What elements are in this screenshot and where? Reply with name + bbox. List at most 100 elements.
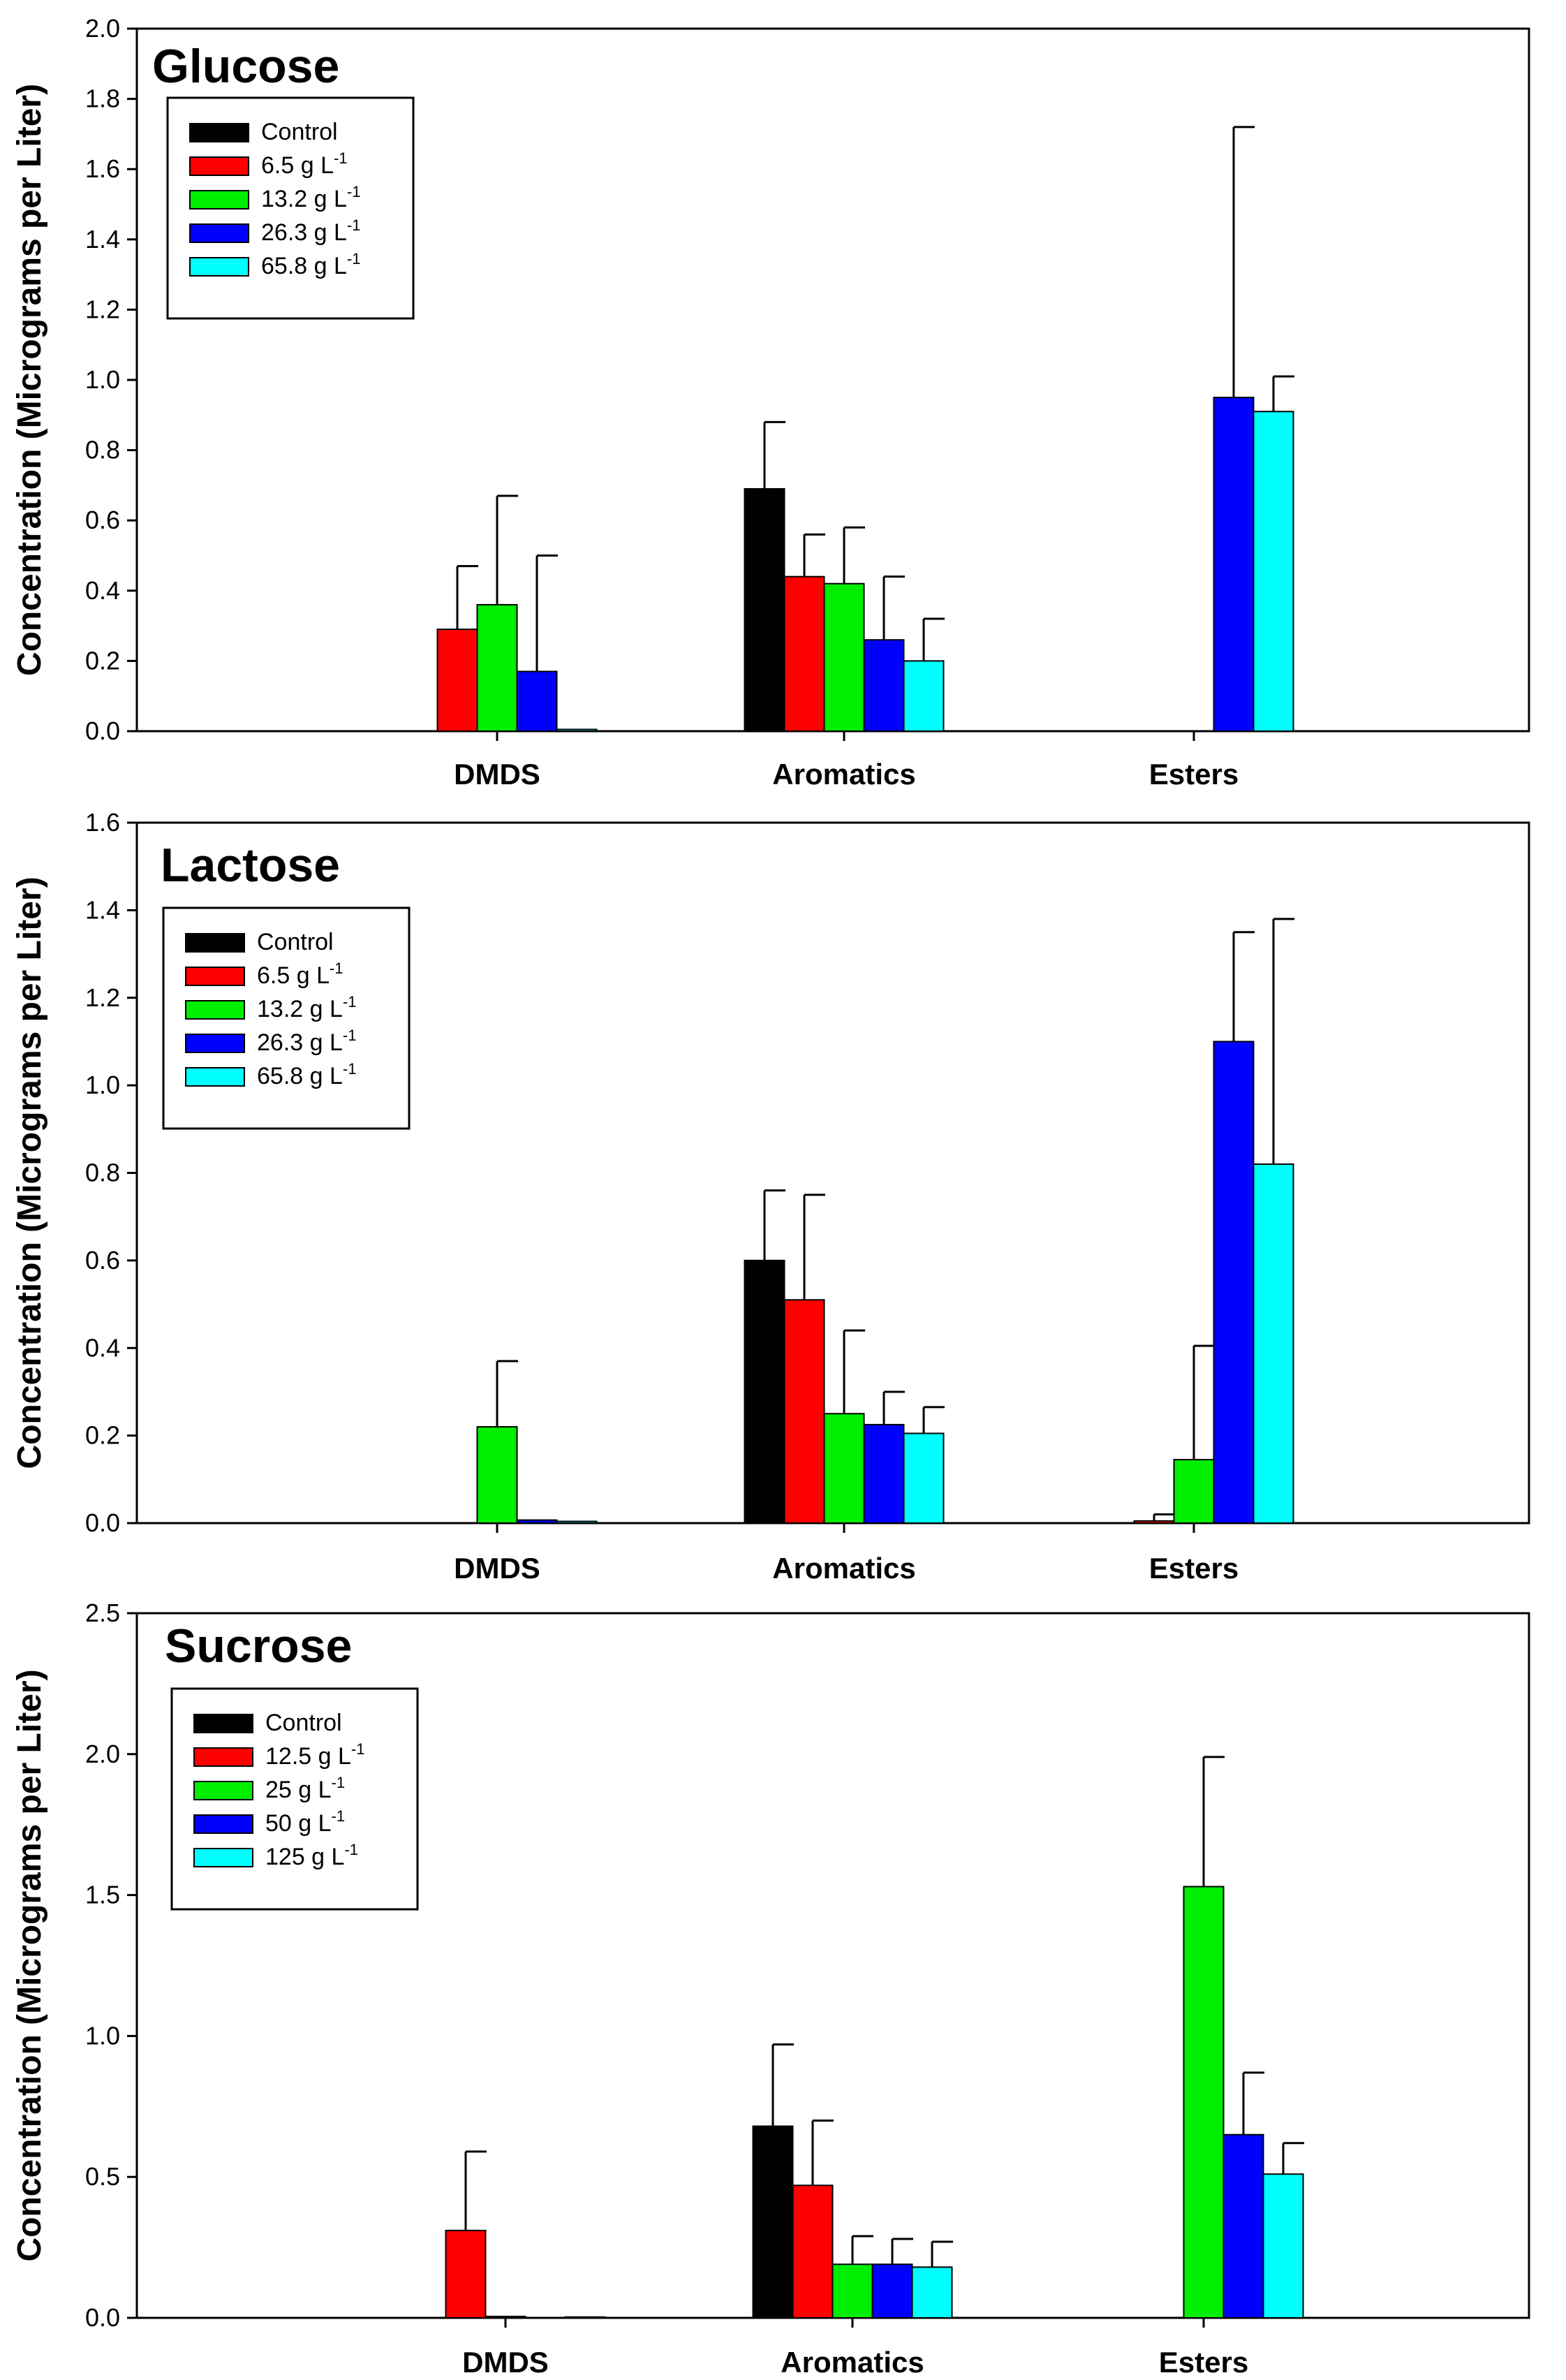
y-tick-label: 0.8	[85, 436, 120, 464]
bar-sucrose-esters-s4	[1262, 2173, 1304, 2319]
y-tick-label: 1.4	[85, 895, 120, 924]
x-tick-label-dmds: DMDS	[454, 758, 540, 791]
legend-swatch	[189, 156, 249, 176]
legend-swatch	[189, 190, 249, 210]
bar-lactose-aromatics-s2	[823, 1413, 865, 1524]
legend-swatch	[185, 1000, 245, 1020]
x-tick-label-aromatics: Aromatics	[781, 2346, 924, 2379]
legend-swatch	[185, 1034, 245, 1053]
bar-sucrose-dmds-s1	[445, 2229, 487, 2319]
legend-entry: 6.5 g L-1	[257, 960, 344, 989]
y-tick-label: 1.2	[85, 983, 120, 1012]
bar-glucose-esters-s3	[1213, 397, 1255, 733]
bar-sucrose-dmds-s2	[485, 2315, 526, 2319]
legend: Control 6.5 g L-1 13.2 g L-1 26.3 g L-1 65.8…	[166, 96, 415, 320]
bar-glucose-aromatics-s4	[903, 660, 945, 733]
bar-lactose-esters-s4	[1253, 1163, 1294, 1524]
legend-entry: 65.8 g L-1	[261, 250, 360, 279]
bar-lactose-aromatics-s1	[783, 1299, 825, 1524]
x-tick-label-esters: Esters	[1159, 2346, 1248, 2379]
y-tick-label: 1.5	[85, 1881, 120, 1909]
bar-glucose-aromatics-s3	[863, 639, 905, 732]
bar-sucrose-aromatics-s2	[832, 2263, 873, 2319]
legend-swatch	[189, 123, 249, 142]
x-tick-label-esters: Esters	[1149, 1552, 1239, 1585]
y-tick-label: 0.8	[85, 1159, 120, 1187]
legend-entry: Control	[265, 1710, 342, 1736]
y-tick-label: 1.0	[85, 1071, 120, 1099]
legend-entry: 13.2 g L-1	[257, 993, 356, 1022]
y-tick-label: 1.4	[85, 225, 120, 254]
legend-entry: 6.5 g L-1	[261, 149, 348, 179]
y-tick-label: 0.2	[85, 1421, 120, 1450]
y-tick-label: 2.0	[85, 14, 120, 43]
legend-entry: 26.3 g L-1	[257, 1027, 356, 1056]
legend-swatch	[189, 223, 249, 243]
chart-panel-lactose: 0.0 0.2 0.4 0.6 0.8 1.0 1.2 1.4 1.6 Concentration…	[11, 808, 1530, 1585]
bar-sucrose-aromatics-s0	[752, 2125, 794, 2319]
legend-swatch	[185, 933, 245, 953]
bar-sucrose-esters-s3	[1222, 2133, 1264, 2319]
bar-sucrose-esters-s2	[1183, 1886, 1225, 2319]
y-axis-label: Concentration (Micrograms per Liter)	[11, 1669, 48, 2261]
bar-sucrose-aromatics-s3	[871, 2263, 913, 2319]
y-tick-label: 0.4	[85, 576, 120, 605]
legend-swatch	[193, 1781, 253, 1800]
bar-glucose-dmds-s2	[476, 603, 518, 732]
bar-lactose-esters-s1	[1133, 1520, 1175, 1525]
bar-lactose-dmds-s3	[516, 1519, 558, 1524]
x-tick-label-esters: Esters	[1149, 758, 1239, 791]
bar-glucose-aromatics-s0	[744, 487, 785, 732]
legend-entry: Control	[257, 929, 334, 955]
chart-title: Glucose	[152, 40, 339, 93]
bar-lactose-dmds-s2	[476, 1426, 518, 1525]
y-tick-label: 2.0	[85, 1740, 120, 1768]
y-tick-label: 0.6	[85, 506, 120, 534]
bar-sucrose-dmds-s4	[564, 2316, 606, 2319]
x-tick-label-aromatics: Aromatics	[772, 1552, 915, 1585]
legend-swatch	[193, 1747, 253, 1767]
y-tick-label: 0.4	[85, 1333, 120, 1362]
legend-entry: 13.2 g L-1	[261, 183, 360, 212]
legend-entry: 26.3 g L-1	[261, 216, 360, 246]
bar-glucose-dmds-s1	[436, 629, 478, 732]
x-tick-label-dmds: DMDS	[462, 2346, 549, 2379]
chart-title: Sucrose	[165, 1619, 352, 1673]
legend: Control 6.5 g L-1 13.2 g L-1 26.3 g L-1 65.8…	[162, 906, 411, 1130]
y-tick-label: 1.0	[85, 2021, 120, 2050]
bar-sucrose-aromatics-s1	[792, 2184, 834, 2319]
y-tick-label: 0.6	[85, 1246, 120, 1275]
y-tick-label: 0.5	[85, 2162, 120, 2191]
legend-swatch	[185, 967, 245, 986]
legend-swatch	[185, 1067, 245, 1087]
bar-glucose-aromatics-s2	[823, 582, 865, 732]
bar-lactose-aromatics-s4	[903, 1432, 945, 1525]
y-tick-label: 2.5	[85, 1599, 120, 1627]
bar-lactose-dmds-s4	[556, 1520, 598, 1524]
chart-panel-glucose: 0.0 0.2 0.4 0.6 0.8 1.0 1.2 1.4 1.6 1.8 2.0 Concent…	[11, 14, 1530, 791]
y-tick-label: 0.2	[85, 646, 120, 675]
y-tick-label: 1.8	[85, 85, 120, 113]
legend-entry: 50 g L-1	[265, 1807, 345, 1837]
y-axis-label: Concentration (Micrograms per Liter)	[11, 876, 48, 1469]
y-tick-label: 1.0	[85, 365, 120, 394]
bar-glucose-aromatics-s1	[783, 575, 825, 732]
chart-title: Lactose	[161, 839, 340, 892]
y-tick-label: 1.6	[85, 808, 120, 837]
bar-glucose-dmds-s4	[556, 728, 598, 732]
bar-glucose-esters-s4	[1253, 411, 1294, 733]
y-tick-label: 1.6	[85, 154, 120, 183]
legend-swatch	[189, 257, 249, 277]
x-tick-label-dmds: DMDS	[454, 1552, 540, 1585]
legend-entry: 65.8 g L-1	[257, 1060, 356, 1089]
bar-glucose-dmds-s3	[516, 670, 558, 732]
y-tick-label: 0.0	[85, 2303, 120, 2332]
bar-lactose-esters-s2	[1173, 1459, 1215, 1524]
legend-swatch	[193, 1814, 253, 1834]
legend-entry: 125 g L-1	[265, 1841, 358, 1870]
y-axis-label: Concentration (Micrograms per Liter)	[11, 84, 48, 676]
bar-lactose-aromatics-s3	[863, 1423, 905, 1524]
chart-panel-sucrose: 0.0 0.5 1.0 1.5 2.0 2.5 Concentration (Microgr…	[11, 1599, 1530, 2379]
